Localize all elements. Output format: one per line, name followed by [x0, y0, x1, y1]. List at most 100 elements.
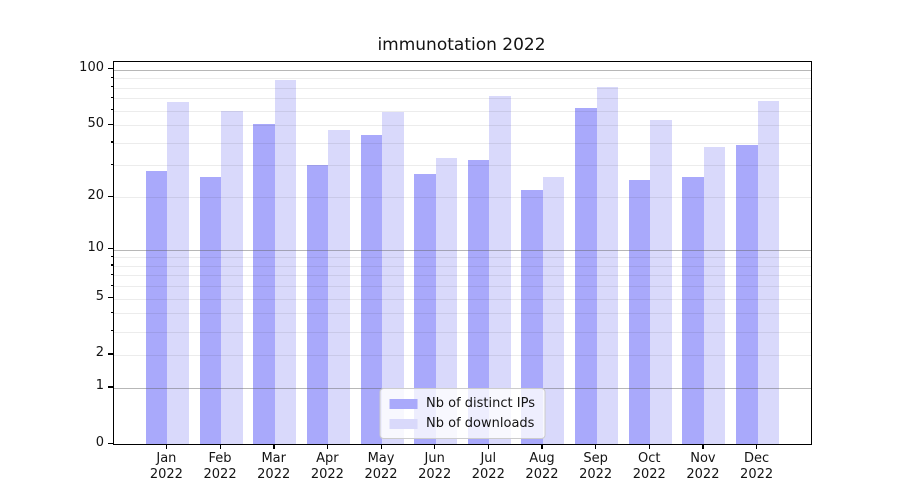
gridline-major	[114, 249, 811, 251]
x-tick	[648, 444, 651, 449]
bar-distinct-ips-feb	[199, 176, 222, 444]
y-tick-label: 2	[95, 345, 104, 361]
x-tick-label: Oct 2022	[619, 451, 679, 483]
y-tick	[108, 123, 113, 125]
x-tick	[702, 444, 704, 449]
gridline-minor	[114, 298, 811, 300]
x-tick-month: Nov	[690, 451, 716, 466]
bar-distinct-ips-jun	[414, 173, 436, 444]
legend-row-downloads: Nb of downloads	[389, 416, 535, 431]
x-tick-label: Nov 2022	[673, 451, 733, 483]
y-tick-label: 20	[87, 187, 104, 203]
bar-distinct-ips-jan	[145, 170, 168, 444]
y-tick	[108, 297, 113, 299]
chart-title: immunotation 2022	[377, 35, 546, 55]
x-tick	[219, 444, 221, 449]
y-minor-tick	[110, 141, 113, 143]
gridline-minor	[114, 257, 811, 259]
gridline-minor	[114, 142, 811, 144]
y-tick	[108, 353, 113, 355]
x-tick	[487, 444, 490, 449]
plot-area: Nb of distinct IPs Nb of downloads	[113, 61, 812, 445]
x-tick-month: Dec	[744, 451, 770, 466]
bar-distinct-ips-nov	[682, 176, 704, 444]
y-minor-tick	[110, 86, 113, 88]
x-tick-label: May 2022	[351, 451, 411, 483]
bar-downloads-may	[382, 111, 404, 444]
x-tick-month: Jul	[480, 451, 497, 466]
x-tick-month: Jan	[156, 451, 177, 466]
y-minor-tick	[110, 76, 113, 78]
x-tick	[756, 444, 758, 449]
y-tick	[108, 195, 113, 197]
x-tick-year: 2022	[310, 467, 344, 482]
y-tick-label: 50	[87, 115, 104, 131]
x-tick-year: 2022	[364, 467, 398, 482]
legend-row-distinct-ips: Nb of distinct IPs	[389, 396, 535, 411]
y-tick	[108, 248, 113, 250]
x-tick-month: Oct	[638, 451, 661, 466]
y-minor-tick	[110, 284, 113, 286]
y-tick-label: 10	[87, 240, 104, 255]
x-tick-month: Feb	[208, 451, 232, 466]
bar-downloads-jul	[489, 95, 511, 444]
grid-layer	[114, 62, 811, 444]
gridline-minor	[114, 313, 811, 315]
x-tick	[273, 444, 275, 449]
legend: Nb of distinct IPs Nb of downloads	[379, 388, 546, 439]
x-tick-month: Aug	[529, 451, 555, 466]
bar-downloads-nov	[703, 146, 726, 444]
x-tick-month: Apr	[316, 451, 339, 466]
x-tick-year: 2022	[579, 467, 613, 482]
y-minor-tick	[110, 255, 113, 258]
x-tick-label: Jun 2022	[405, 451, 465, 483]
y-tick-label: 1	[95, 378, 104, 394]
y-minor-tick	[110, 96, 113, 99]
bar-downloads-dec	[757, 100, 780, 444]
gridline-minor	[114, 78, 811, 80]
y-tick-label: 0	[95, 434, 104, 450]
x-tick-year: 2022	[257, 467, 291, 482]
bar-downloads-oct	[650, 120, 672, 444]
legend-swatch-downloads	[389, 418, 418, 429]
x-tick-year: 2022	[471, 467, 505, 482]
bars-layer	[114, 62, 811, 444]
legend-label-downloads: Nb of downloads	[426, 416, 535, 431]
y-minor-tick	[110, 163, 113, 166]
bar-distinct-ips-sep	[575, 107, 597, 444]
bar-distinct-ips-aug	[521, 189, 543, 444]
gridline-minor	[114, 331, 811, 333]
gridline-minor	[114, 354, 811, 356]
x-tick-label: Apr 2022	[297, 451, 357, 483]
x-tick-year: 2022	[740, 467, 774, 482]
bar-distinct-ips-jul	[467, 160, 490, 444]
x-tick-label: Dec 2022	[727, 451, 787, 483]
y-tick-label: 5	[95, 289, 104, 305]
y-tick	[108, 386, 113, 388]
bar-distinct-ips-may	[360, 135, 383, 444]
x-tick-year: 2022	[525, 467, 559, 482]
y-tick	[108, 68, 113, 70]
x-tick	[165, 444, 168, 449]
gridline-minor	[114, 125, 811, 127]
bar-downloads-mar	[274, 79, 297, 444]
x-tick	[595, 444, 597, 449]
x-tick	[380, 444, 382, 449]
y-minor-tick	[110, 330, 113, 332]
bar-distinct-ips-mar	[253, 123, 275, 444]
bar-downloads-jan	[167, 101, 189, 444]
gridline-minor	[114, 275, 811, 277]
x-tick-month: May	[367, 451, 395, 466]
x-tick-year: 2022	[149, 467, 183, 482]
x-tick	[434, 444, 436, 449]
gridline-minor	[114, 87, 811, 89]
gridline-minor	[114, 98, 811, 100]
x-tick-label: Jul 2022	[458, 451, 518, 483]
x-tick-label: Sep 2022	[566, 451, 626, 483]
bar-distinct-ips-oct	[628, 179, 651, 444]
bar-downloads-jun	[435, 157, 458, 444]
bar-downloads-aug	[542, 176, 565, 444]
x-tick-label: Jan 2022	[136, 451, 196, 483]
bar-downloads-feb	[221, 110, 243, 444]
